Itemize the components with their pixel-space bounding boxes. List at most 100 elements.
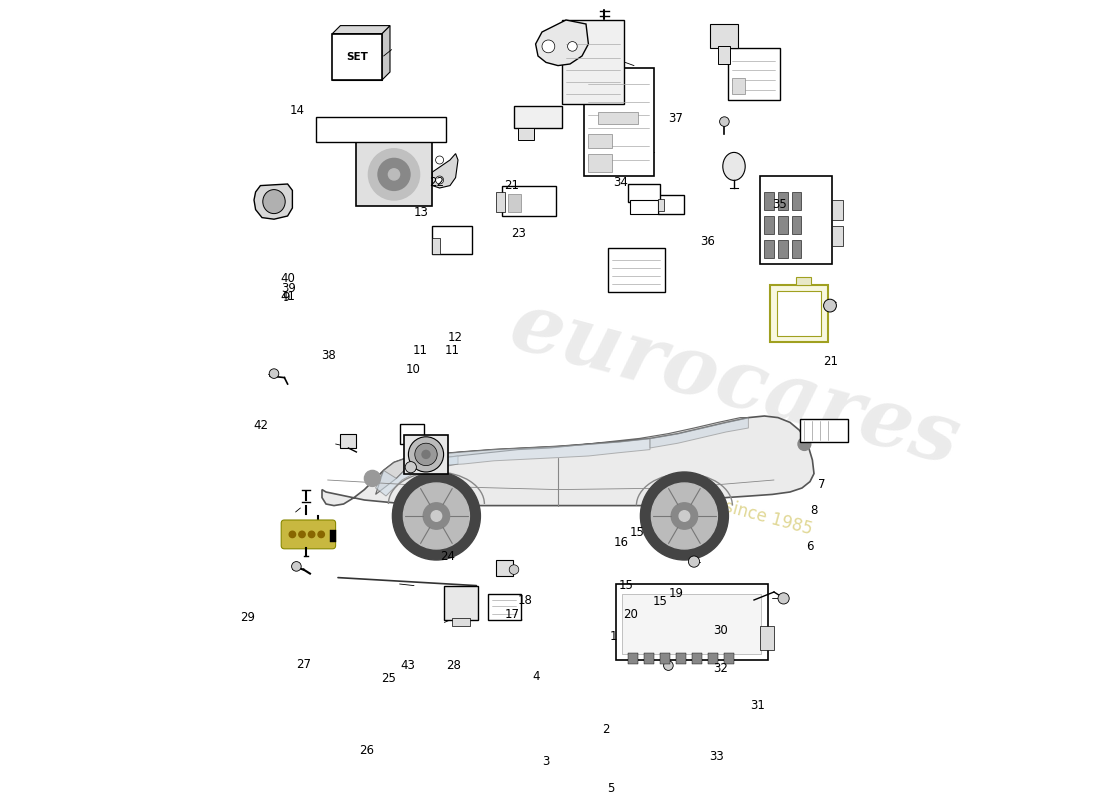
FancyBboxPatch shape xyxy=(764,240,774,258)
Text: 27: 27 xyxy=(297,658,311,670)
Circle shape xyxy=(436,156,443,164)
FancyBboxPatch shape xyxy=(778,291,822,336)
Text: 6: 6 xyxy=(806,540,814,553)
Circle shape xyxy=(568,42,578,51)
FancyBboxPatch shape xyxy=(584,68,654,176)
FancyBboxPatch shape xyxy=(607,248,666,292)
Text: eurocares: eurocares xyxy=(500,286,967,482)
FancyBboxPatch shape xyxy=(330,530,337,542)
Polygon shape xyxy=(382,26,390,80)
Text: a passion for Autos, since 1985: a passion for Autos, since 1985 xyxy=(558,454,814,538)
FancyBboxPatch shape xyxy=(733,78,745,94)
Text: 30: 30 xyxy=(713,624,727,637)
FancyBboxPatch shape xyxy=(658,199,664,211)
Circle shape xyxy=(393,472,481,560)
Text: 15: 15 xyxy=(652,595,668,608)
FancyBboxPatch shape xyxy=(628,653,638,664)
FancyBboxPatch shape xyxy=(496,192,505,212)
FancyBboxPatch shape xyxy=(630,200,658,214)
Text: 15: 15 xyxy=(629,526,645,538)
FancyBboxPatch shape xyxy=(725,653,734,664)
Circle shape xyxy=(289,531,296,538)
Text: 23: 23 xyxy=(512,227,527,240)
Circle shape xyxy=(542,40,554,53)
Polygon shape xyxy=(434,438,650,466)
FancyBboxPatch shape xyxy=(399,424,424,444)
Circle shape xyxy=(663,661,673,670)
FancyBboxPatch shape xyxy=(792,192,801,210)
Text: 42: 42 xyxy=(253,419,268,432)
FancyBboxPatch shape xyxy=(718,46,730,64)
Text: 12: 12 xyxy=(448,331,463,344)
FancyBboxPatch shape xyxy=(658,195,683,214)
FancyBboxPatch shape xyxy=(760,176,832,264)
Text: 7: 7 xyxy=(818,478,825,490)
Text: 10: 10 xyxy=(406,363,421,376)
Text: 5: 5 xyxy=(607,782,615,794)
FancyBboxPatch shape xyxy=(692,653,702,664)
FancyBboxPatch shape xyxy=(621,594,761,654)
Circle shape xyxy=(424,502,450,530)
FancyBboxPatch shape xyxy=(660,653,670,664)
Polygon shape xyxy=(322,416,814,506)
FancyBboxPatch shape xyxy=(764,216,774,234)
FancyBboxPatch shape xyxy=(340,434,356,448)
Circle shape xyxy=(436,176,443,184)
Text: 3: 3 xyxy=(542,755,549,768)
Text: 16: 16 xyxy=(614,536,628,549)
FancyBboxPatch shape xyxy=(518,128,534,140)
FancyBboxPatch shape xyxy=(588,134,613,148)
Text: 15: 15 xyxy=(619,579,634,592)
Circle shape xyxy=(404,483,470,549)
FancyBboxPatch shape xyxy=(452,618,470,626)
FancyBboxPatch shape xyxy=(514,106,562,128)
Text: 33: 33 xyxy=(710,750,725,762)
Circle shape xyxy=(364,470,381,486)
Text: 2: 2 xyxy=(602,723,609,736)
Text: 21: 21 xyxy=(824,355,838,368)
Circle shape xyxy=(388,169,399,180)
Text: 19: 19 xyxy=(669,587,683,600)
Circle shape xyxy=(689,556,700,567)
Polygon shape xyxy=(332,26,390,34)
Text: 41: 41 xyxy=(280,290,296,302)
Text: 37: 37 xyxy=(669,112,683,125)
Text: 28: 28 xyxy=(446,659,461,672)
Circle shape xyxy=(299,531,305,538)
Text: 32: 32 xyxy=(713,662,727,674)
FancyBboxPatch shape xyxy=(616,584,768,660)
Text: SET: SET xyxy=(346,52,368,62)
FancyBboxPatch shape xyxy=(562,20,625,104)
Text: 24: 24 xyxy=(441,550,455,562)
Text: 38: 38 xyxy=(321,350,336,362)
Polygon shape xyxy=(375,418,748,494)
FancyBboxPatch shape xyxy=(778,240,788,258)
Polygon shape xyxy=(254,184,293,219)
Circle shape xyxy=(378,158,410,190)
Circle shape xyxy=(719,117,729,126)
FancyBboxPatch shape xyxy=(588,154,613,172)
FancyBboxPatch shape xyxy=(727,48,780,100)
Ellipse shape xyxy=(263,190,285,214)
Text: 20: 20 xyxy=(623,608,638,621)
Text: 29: 29 xyxy=(241,611,255,624)
FancyBboxPatch shape xyxy=(760,626,774,650)
Circle shape xyxy=(415,443,437,466)
Text: 43: 43 xyxy=(400,659,415,672)
FancyBboxPatch shape xyxy=(431,238,440,254)
Text: 31: 31 xyxy=(750,699,764,712)
FancyBboxPatch shape xyxy=(444,586,478,620)
Text: 25: 25 xyxy=(381,672,396,685)
FancyBboxPatch shape xyxy=(832,226,843,246)
Text: 22: 22 xyxy=(429,176,444,189)
FancyBboxPatch shape xyxy=(796,277,811,285)
FancyBboxPatch shape xyxy=(356,142,432,206)
FancyBboxPatch shape xyxy=(792,240,801,258)
FancyBboxPatch shape xyxy=(645,653,654,664)
Circle shape xyxy=(292,562,301,571)
FancyBboxPatch shape xyxy=(598,112,638,124)
FancyBboxPatch shape xyxy=(676,653,686,664)
Text: 8: 8 xyxy=(810,504,817,517)
FancyBboxPatch shape xyxy=(770,285,827,342)
Circle shape xyxy=(431,510,442,522)
